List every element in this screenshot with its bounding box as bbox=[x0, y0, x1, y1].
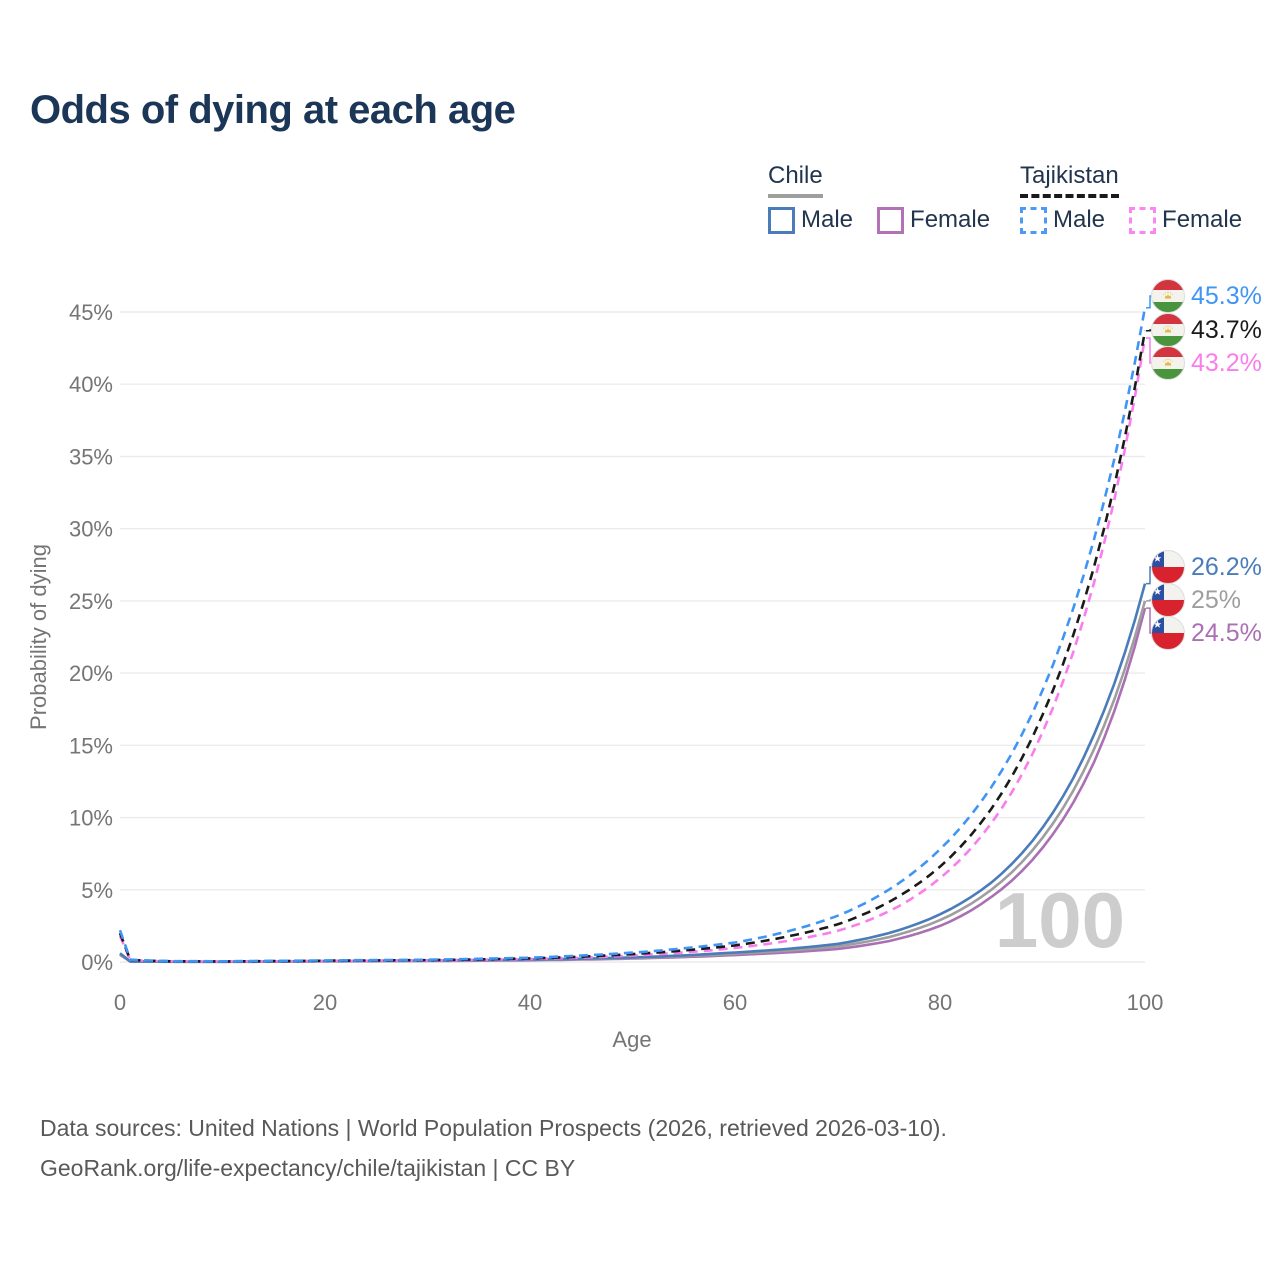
series-line-tajikistan-male bbox=[118, 307, 1147, 963]
legend-country-chile[interactable]: Chile bbox=[768, 162, 823, 198]
data-source-line1: Data sources: United Nations | World Pop… bbox=[40, 1115, 947, 1141]
chile-flag-icon bbox=[1151, 583, 1185, 617]
x-tick-label: 40 bbox=[518, 990, 542, 1015]
legend-swatch-chile-male-icon bbox=[768, 206, 795, 234]
y-tick-label: 0% bbox=[81, 950, 113, 975]
legend-item-chile-female[interactable]: Female bbox=[877, 206, 990, 234]
x-tick-label: 100 bbox=[1127, 990, 1164, 1015]
legend-group-tajikistan: Tajikistan Male Female bbox=[1020, 162, 1242, 234]
x-tick-label: 60 bbox=[723, 990, 747, 1015]
legend-swatch-chile-female-icon bbox=[877, 206, 905, 234]
legend-label-tajikistan-female: Female bbox=[1162, 206, 1243, 233]
y-axis-title: Probability of dying bbox=[26, 544, 51, 730]
legend-item-chile-male[interactable]: Male bbox=[768, 206, 853, 234]
end-label-value: 43.7% bbox=[1191, 315, 1262, 344]
legend-item-tajikistan-female[interactable]: Female bbox=[1129, 206, 1242, 234]
legend-swatch-tajikistan-female-icon bbox=[1129, 206, 1157, 234]
y-tick-label: 5% bbox=[81, 878, 113, 903]
legend-country-tajikistan[interactable]: Tajikistan bbox=[1020, 162, 1119, 198]
y-tick-label: 30% bbox=[69, 517, 113, 542]
end-label-value: 45.3% bbox=[1191, 281, 1262, 310]
end-label-value: 26.2% bbox=[1191, 552, 1262, 581]
y-tick-label: 40% bbox=[69, 372, 113, 397]
data-source-note: Data sources: United Nations | World Pop… bbox=[40, 1108, 1160, 1188]
legend-label-chile-female: Female bbox=[910, 206, 991, 233]
end-label-value: 25% bbox=[1191, 585, 1242, 614]
x-tick-label: 0 bbox=[114, 990, 126, 1015]
tajikistan-flag-icon bbox=[1151, 279, 1185, 313]
y-tick-label: 10% bbox=[69, 806, 113, 831]
tajikistan-flag-icon bbox=[1151, 313, 1185, 347]
end-label-value: 24.5% bbox=[1191, 618, 1262, 647]
series-line-tajikistan-female bbox=[118, 337, 1147, 963]
tajikistan-flag-icon bbox=[1151, 346, 1185, 380]
chile-flag-icon bbox=[1151, 616, 1185, 650]
data-source-line2: GeoRank.org/life-expectancy/chile/tajiki… bbox=[40, 1155, 576, 1181]
x-tick-label: 20 bbox=[313, 990, 337, 1015]
end-label-chile-male: 26.2% bbox=[1151, 550, 1262, 584]
y-tick-label: 25% bbox=[69, 589, 113, 614]
legend-group-chile: Chile Male Female bbox=[768, 162, 990, 234]
page-title: Odds of dying at each age bbox=[30, 88, 516, 132]
end-label-value: 43.2% bbox=[1191, 348, 1262, 377]
y-tick-label: 35% bbox=[69, 444, 113, 469]
legend-item-tajikistan-male[interactable]: Male bbox=[1020, 206, 1105, 234]
end-label-tajikistan-total: 43.7% bbox=[1151, 313, 1262, 347]
series-line-chile-male bbox=[119, 583, 1147, 963]
legend-swatch-tajikistan-male-icon bbox=[1020, 206, 1047, 234]
legend-label-tajikistan-male: Male bbox=[1053, 206, 1106, 233]
end-label-chile-female: 24.5% bbox=[1151, 616, 1262, 650]
series-line-chile bbox=[119, 600, 1147, 964]
end-label-tajikistan-female: 43.2% bbox=[1151, 346, 1262, 380]
watermark-100: 100 bbox=[995, 876, 1125, 964]
y-tick-label: 20% bbox=[69, 661, 113, 686]
y-tick-label: 45% bbox=[69, 300, 113, 325]
end-label-chile-total: 25% bbox=[1151, 583, 1241, 617]
chile-flag-icon bbox=[1151, 550, 1185, 584]
y-tick-label: 15% bbox=[69, 733, 113, 758]
x-tick-label: 80 bbox=[928, 990, 952, 1015]
x-axis-title: Age bbox=[612, 1027, 651, 1052]
series-line-tajikistan bbox=[118, 330, 1147, 963]
end-label-tajikistan-male: 45.3% bbox=[1151, 279, 1262, 313]
legend-label-chile-male: Male bbox=[801, 206, 854, 233]
